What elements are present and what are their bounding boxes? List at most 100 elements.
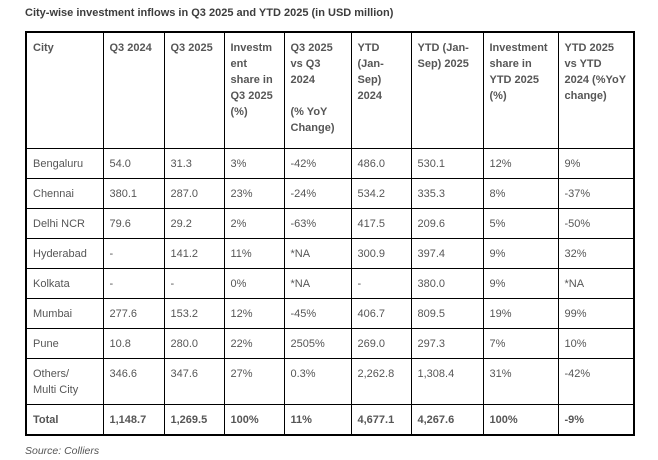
table-cell: -45% xyxy=(283,298,352,329)
table-cell: 1,308.4 xyxy=(410,358,484,405)
table-cell: 10.8 xyxy=(102,328,165,359)
table-cell: 4,267.6 xyxy=(410,404,484,436)
table-cell: 297.3 xyxy=(410,328,484,359)
table-cell: 2505% xyxy=(283,328,352,359)
table-cell: 335.3 xyxy=(410,178,484,209)
table-cell: 417.5 xyxy=(350,208,412,239)
table-cell: 346.6 xyxy=(102,358,165,405)
table-cell: 54.0 xyxy=(102,148,165,179)
table-row: Others/ Multi City 346.6 347.6 27% 0.3% 2,262… xyxy=(25,358,635,405)
table-cell: 3% xyxy=(223,148,285,179)
table-cell: 22% xyxy=(223,328,285,359)
investment-table: City Q3 2024 Q3 2025 Investment share in Q3… xyxy=(25,31,635,436)
column-header: Q3 2025 xyxy=(163,31,225,149)
table-cell: 269.0 xyxy=(350,328,412,359)
table-cell: 29.2 xyxy=(163,208,225,239)
table-row: Delhi NCR 79.6 29.2 2% -63% 417.5 209.6 5% -50% xyxy=(25,208,635,239)
table-cell: 1,148.7 xyxy=(102,404,165,436)
table-cell: 153.2 xyxy=(163,298,225,329)
city-cell: Bengaluru xyxy=(25,148,104,179)
table-cell: 100% xyxy=(223,404,285,436)
table-cell: 9% xyxy=(557,148,635,179)
table-cell: 406.7 xyxy=(350,298,412,329)
table-cell: 11% xyxy=(283,404,352,436)
table-cell: 9% xyxy=(482,268,559,299)
table-cell: 534.2 xyxy=(350,178,412,209)
table-cell: 31% xyxy=(482,358,559,405)
total-row: Total 1,148.7 1,269.5 100% 11% 4,677.1 4,267.6… xyxy=(25,404,635,436)
table-cell: 2,262.8 xyxy=(350,358,412,405)
table-cell: -9% xyxy=(557,404,635,436)
table-cell: 12% xyxy=(482,148,559,179)
city-cell: Chennai xyxy=(25,178,104,209)
city-cell: Total xyxy=(25,404,104,436)
table-cell: 11% xyxy=(223,238,285,269)
city-cell: Hyderabad xyxy=(25,238,104,269)
table-cell: 8% xyxy=(482,178,559,209)
table-cell: -37% xyxy=(557,178,635,209)
table-cell: 530.1 xyxy=(410,148,484,179)
city-cell: Mumbai xyxy=(25,298,104,329)
column-header: Investment share in Q3 2025 (%) xyxy=(223,31,285,149)
table-body: Bengaluru 54.0 31.3 3% -42% 486.0 530.1 12% 9% Ch… xyxy=(25,148,635,436)
table-cell: 0% xyxy=(223,268,285,299)
table-cell: 31.3 xyxy=(163,148,225,179)
table-row: Bengaluru 54.0 31.3 3% -42% 486.0 530.1 12% 9% xyxy=(25,148,635,179)
table-row: Pune 10.8 280.0 22% 2505% 269.0 297.3 7% 10% xyxy=(25,328,635,359)
table-cell: -50% xyxy=(557,208,635,239)
column-header: YTD 2025 vs YTD 2024 (%YoY change) xyxy=(557,31,635,149)
table-cell: - xyxy=(102,268,165,299)
header-row: City Q3 2024 Q3 2025 Investment share in Q3… xyxy=(25,31,635,149)
table-cell: 397.4 xyxy=(410,238,484,269)
table-cell: 5% xyxy=(482,208,559,239)
table-cell: -24% xyxy=(283,178,352,209)
column-header: City xyxy=(25,31,104,149)
table-cell: 4,677.1 xyxy=(350,404,412,436)
column-header: Q3 2025 vs Q3 2024 (% YoY Change) xyxy=(283,31,352,149)
table-cell: 2% xyxy=(223,208,285,239)
table-cell: *NA xyxy=(283,238,352,269)
table-cell: 380.1 xyxy=(102,178,165,209)
table-cell: 486.0 xyxy=(350,148,412,179)
table-cell: 280.0 xyxy=(163,328,225,359)
city-cell: Delhi NCR xyxy=(25,208,104,239)
table-cell: 32% xyxy=(557,238,635,269)
table-cell: 12% xyxy=(223,298,285,329)
column-header: YTD (Jan-Sep) 2024 xyxy=(350,31,412,149)
table-cell: -63% xyxy=(283,208,352,239)
table-cell: 141.2 xyxy=(163,238,225,269)
table-cell: 809.5 xyxy=(410,298,484,329)
table-cell: 9% xyxy=(482,238,559,269)
table-cell: 300.9 xyxy=(350,238,412,269)
page-title: City-wise investment inflows in Q3 2025 … xyxy=(25,7,394,19)
table-cell: -42% xyxy=(283,148,352,179)
table-cell: 23% xyxy=(223,178,285,209)
city-cell: Pune xyxy=(25,328,104,359)
city-cell: Others/ Multi City xyxy=(25,358,104,405)
table-cell: 380.0 xyxy=(410,268,484,299)
table-cell: 0.3% xyxy=(283,358,352,405)
table-row: Chennai 380.1 287.0 23% -24% 534.2 335.3 8% -37% xyxy=(25,178,635,209)
table-cell: 287.0 xyxy=(163,178,225,209)
table-row: Hyderabad -141.2 11% *NA 300.9 397.4 9% 32% xyxy=(25,238,635,269)
city-cell: Kolkata xyxy=(25,268,104,299)
table-cell: - xyxy=(163,268,225,299)
table-cell: 7% xyxy=(482,328,559,359)
table-cell: 19% xyxy=(482,298,559,329)
table-cell: 79.6 xyxy=(102,208,165,239)
table-cell: 100% xyxy=(482,404,559,436)
table-cell: 10% xyxy=(557,328,635,359)
column-header: YTD (Jan-Sep) 2025 xyxy=(410,31,484,149)
table-cell: 27% xyxy=(223,358,285,405)
table-cell: 99% xyxy=(557,298,635,329)
source-note: Source: Colliers xyxy=(25,445,100,457)
column-header: Investment share in YTD 2025 (%) xyxy=(482,31,559,149)
table-cell: 1,269.5 xyxy=(163,404,225,436)
table-header: City Q3 2024 Q3 2025 Investment share in Q3… xyxy=(25,31,635,149)
table-cell: - xyxy=(350,268,412,299)
table-cell: *NA xyxy=(283,268,352,299)
column-header: Q3 2024 xyxy=(102,31,165,149)
table-row: Mumbai 277.6 153.2 12% -45% 406.7 809.5 19% 99% xyxy=(25,298,635,329)
table-row: Kolkata - -0% *NA -380.0 9% *NA xyxy=(25,268,635,299)
